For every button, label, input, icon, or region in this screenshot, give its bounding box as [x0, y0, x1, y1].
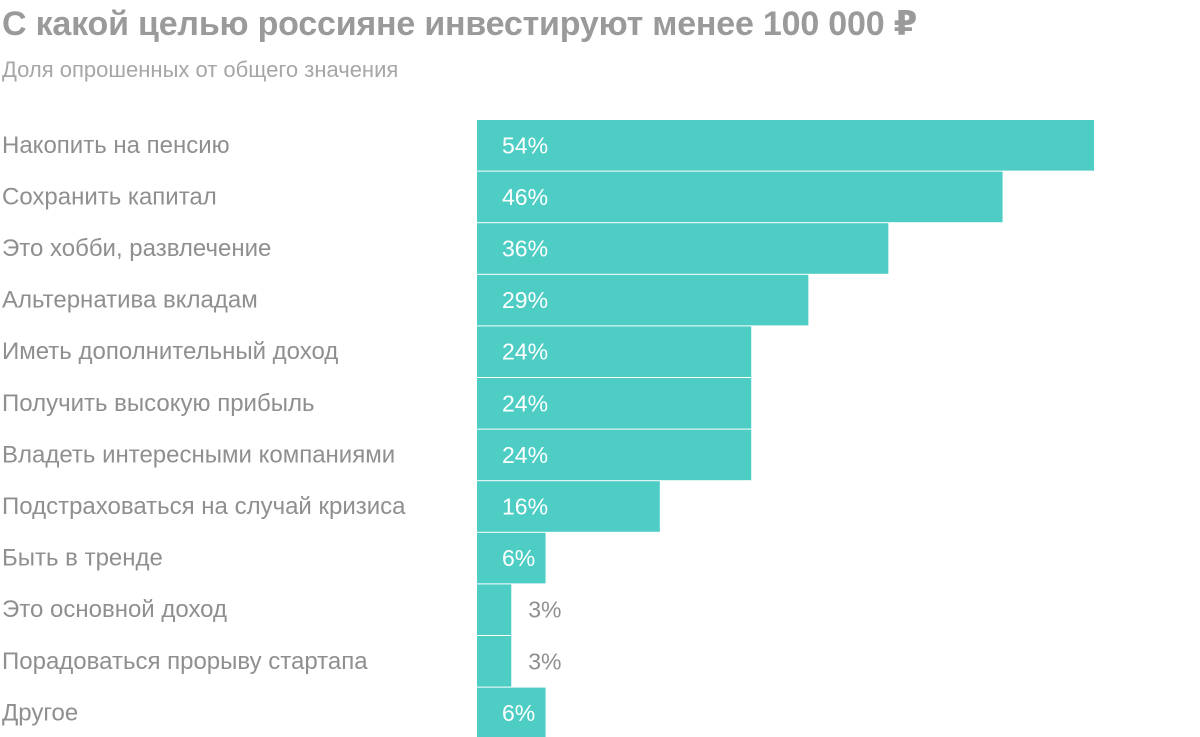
category-label: Это хобби, развлечение: [2, 235, 271, 262]
chart-subtitle: Доля опрошенных от общего значения: [2, 57, 399, 82]
bar: [477, 687, 546, 737]
bar: [477, 636, 512, 687]
category-label: Накопить на пенсию: [2, 132, 230, 159]
bar: [477, 481, 660, 532]
category-label: Быть в тренде: [2, 545, 163, 572]
category-label: Сохранить капитал: [2, 183, 217, 210]
bar: [477, 326, 752, 377]
category-label: Это основной доход: [2, 596, 227, 623]
bar: [477, 584, 512, 635]
value-label: 6%: [502, 700, 535, 726]
bar: [477, 171, 1003, 223]
value-label: 29%: [502, 287, 548, 313]
category-label: Альтернатива вкладам: [2, 287, 258, 314]
value-label: 3%: [528, 648, 561, 674]
value-label: 24%: [502, 442, 548, 468]
category-label: Подстраховаться на случай кризиса: [2, 493, 406, 520]
value-label: 3%: [528, 597, 561, 623]
value-label: 16%: [502, 494, 548, 520]
value-label: 24%: [502, 390, 548, 416]
bar: [477, 378, 752, 429]
bar: [477, 532, 546, 584]
bar: [477, 223, 889, 274]
category-label: Другое: [2, 699, 78, 726]
value-label: 36%: [502, 236, 548, 262]
value-label: 24%: [502, 339, 548, 365]
chart-title: С какой целью россияне инвестируют менее…: [2, 5, 918, 43]
bar: [477, 274, 809, 326]
bar: [477, 429, 752, 481]
bar: [477, 120, 1094, 171]
value-label: 6%: [502, 545, 535, 571]
category-label: Получить высокую прибыль: [2, 390, 314, 417]
category-label: Владеть интересными компаниями: [2, 441, 395, 468]
value-label: 46%: [502, 184, 548, 210]
category-label: Порадоваться прорыву стартапа: [2, 648, 368, 675]
category-label: Иметь дополнительный доход: [2, 338, 338, 365]
value-label: 54%: [502, 132, 548, 158]
